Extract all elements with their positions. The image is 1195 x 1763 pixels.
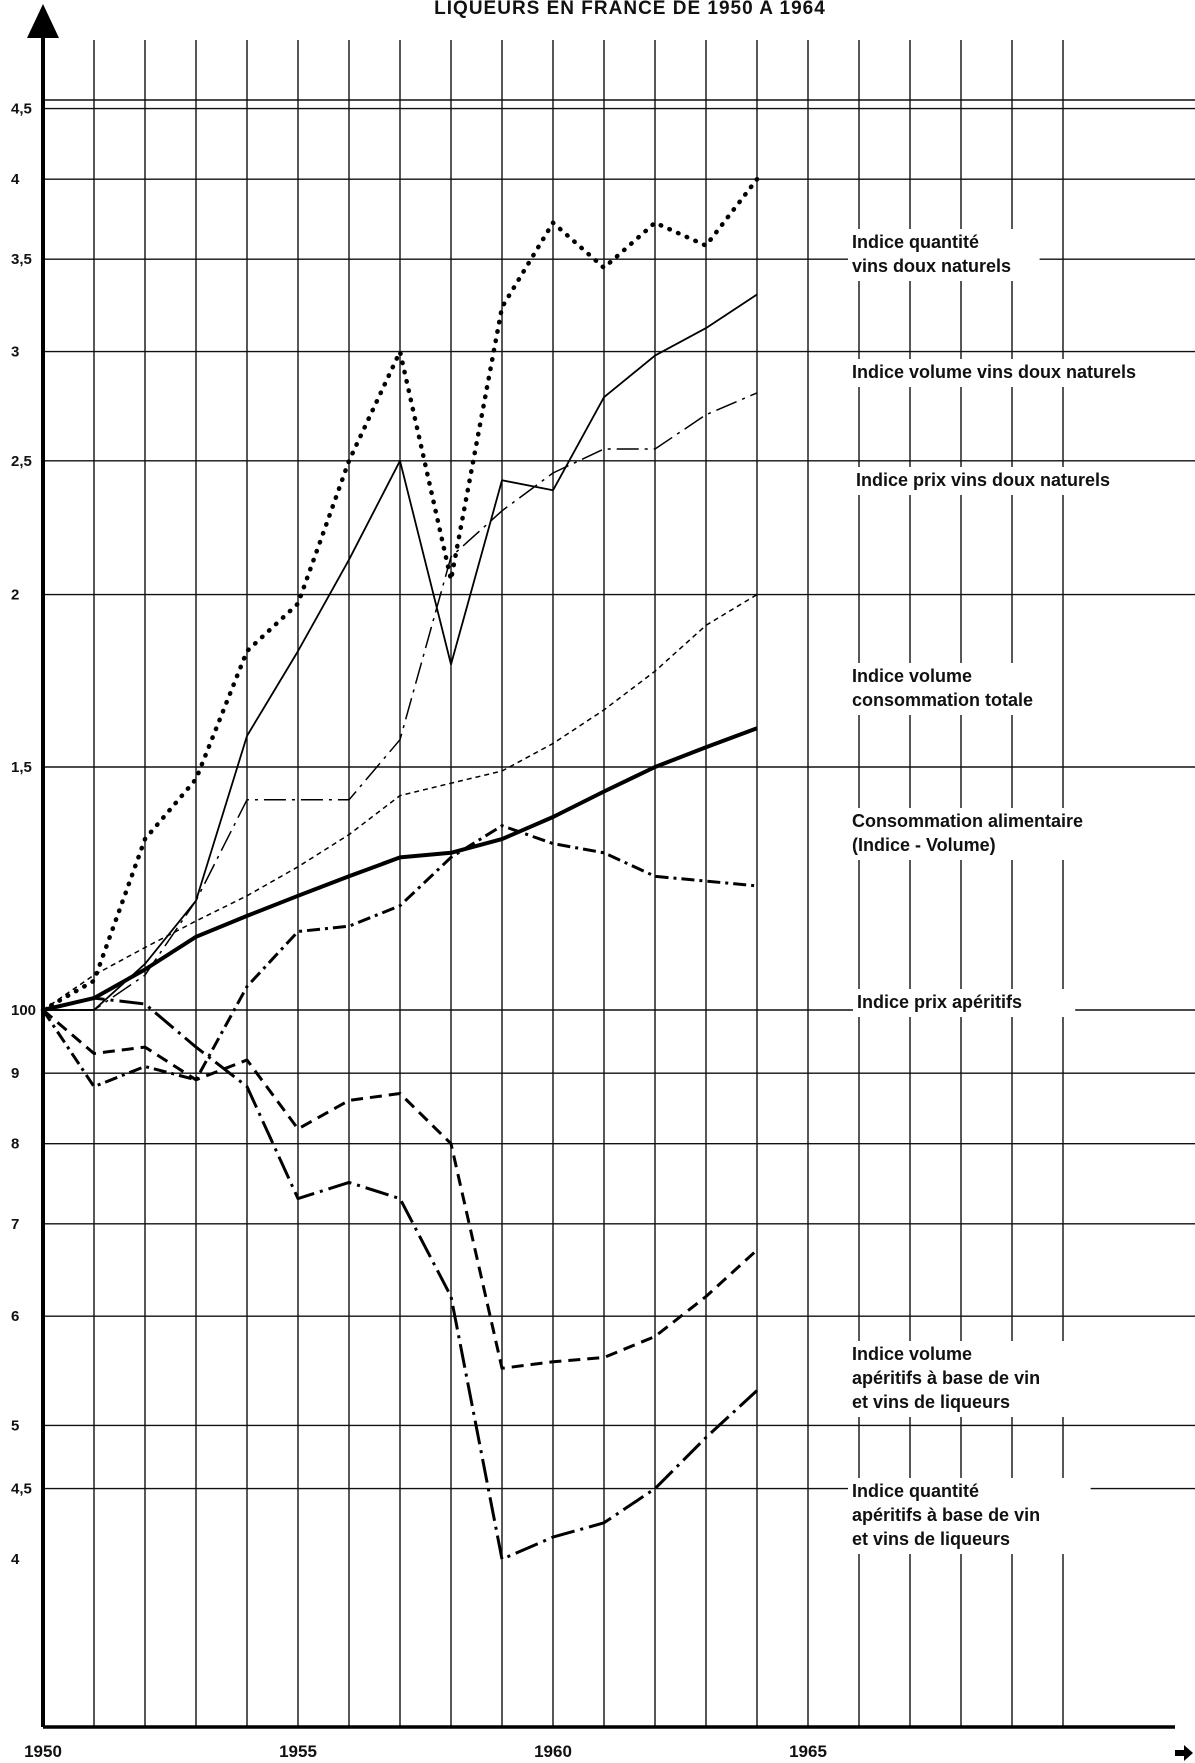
series-label-8: et vins de liqueurs: [852, 1529, 1010, 1549]
series-label-6: Indice prix apéritifs: [857, 992, 1022, 1012]
series-label-bg: [848, 663, 1050, 715]
series-label-bg: [848, 359, 1183, 387]
series-line-6: [41, 824, 758, 1089]
series-label-bg: [848, 1341, 1091, 1417]
series-line-1: [40, 176, 760, 1013]
series-line-2: [43, 293, 758, 1011]
series-label-bg: [848, 808, 1101, 860]
y-tick-label: 4: [11, 1551, 20, 1568]
chart-title: LIQUEURS EN FRANCE DE 1950 A 1964: [434, 0, 826, 19]
series-line-4: [42, 593, 758, 1011]
x-tick-label: 1960: [534, 1742, 572, 1761]
y-tick-label: 3: [11, 344, 19, 361]
series-line-3: [43, 392, 758, 1011]
y-tick-label: 3,5: [11, 251, 32, 268]
series-line-8: [42, 996, 759, 1561]
series-line-7: [42, 1008, 759, 1370]
series-label-1: vins doux naturels: [852, 256, 1011, 276]
y-tick-label: 6: [11, 1308, 19, 1325]
series-label-7: et vins de liqueurs: [852, 1392, 1010, 1412]
grid: [43, 40, 1195, 1727]
x-axis-arrow-icon: [1175, 1745, 1193, 1761]
series-line-5: [42, 726, 758, 1012]
series-label-2: Indice volume vins doux naturels: [852, 362, 1136, 382]
series-label-7: apéritifs à base de vin: [852, 1368, 1040, 1388]
y-tick-label: 4,5: [11, 1481, 32, 1498]
y-tick-label: 4,5: [11, 101, 32, 118]
series-label-4: consommation totale: [852, 690, 1033, 710]
y-tick-label: 8: [11, 1136, 19, 1153]
series-label-bg: [852, 467, 1166, 495]
y-tick-labels: 4,5 4 3,5 3 2,5 2 1,5 100 9 8 7 6 5 4,5 4: [11, 101, 36, 1569]
y-axis-arrow-icon: [27, 4, 59, 38]
x-tick-labels: 1950 1955 1960 1965: [24, 1742, 827, 1761]
axes: [27, 4, 1193, 1761]
series-label-bg: [848, 229, 1040, 281]
series-label-7: Indice volume: [852, 1344, 972, 1364]
y-tick-label: 2,5: [11, 453, 32, 470]
series-label-5: Consommation alimentaire: [852, 811, 1083, 831]
y-tick-label: 7: [11, 1216, 19, 1233]
series-label-5: (Indice - Volume): [852, 835, 996, 855]
series-label-3: Indice prix vins doux naturels: [856, 470, 1110, 490]
series-label-8: Indice quantité: [852, 1481, 979, 1501]
x-tick-label: 1965: [789, 1742, 827, 1761]
x-tick-label: 1950: [24, 1742, 62, 1761]
series-lines: [40, 176, 760, 1561]
y-tick-label: 9: [11, 1065, 19, 1082]
series-label-4: Indice volume: [852, 666, 972, 686]
y-tick-label: 2: [11, 587, 19, 604]
series-label-bg: [853, 989, 1076, 1017]
y-tick-label: 1,5: [11, 759, 32, 776]
y-tick-label: 4: [11, 171, 20, 188]
series-label-1: Indice quantité: [852, 232, 979, 252]
series-label-bg: [848, 1478, 1091, 1554]
series-labels: Indice quantité vins doux naturels Indice …: [848, 229, 1183, 1554]
x-tick-label: 1955: [279, 1742, 317, 1761]
y-tick-label: 5: [11, 1417, 19, 1434]
series-label-8: apéritifs à base de vin: [852, 1505, 1040, 1525]
y-tick-label: 100: [11, 1002, 36, 1019]
